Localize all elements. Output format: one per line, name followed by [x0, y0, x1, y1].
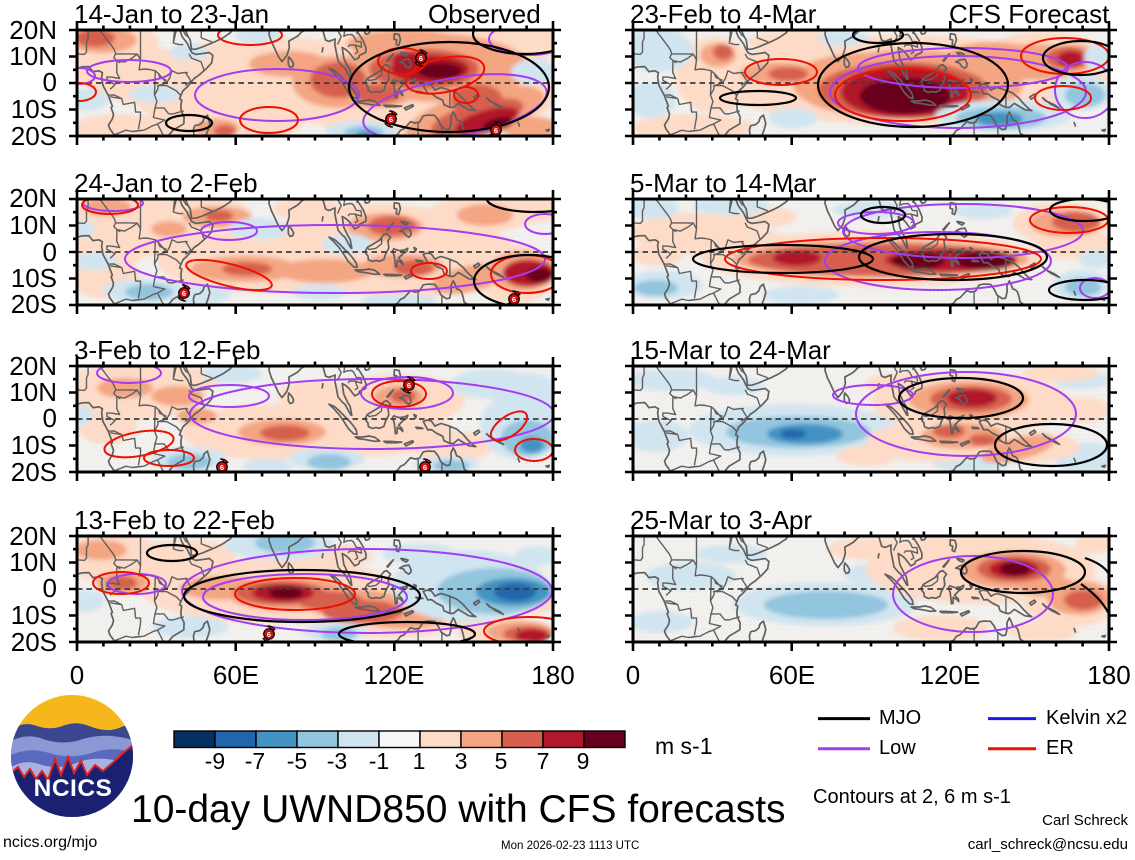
svg-text:6: 6	[407, 381, 411, 390]
svg-text:6: 6	[512, 295, 516, 304]
svg-text:6: 6	[494, 126, 498, 135]
svg-text:6: 6	[267, 630, 271, 639]
svg-text:6: 6	[220, 463, 224, 472]
svg-text:NCICS: NCICS	[34, 775, 113, 802]
svg-text:6: 6	[389, 115, 393, 124]
svg-text:6: 6	[182, 289, 186, 298]
svg-text:6: 6	[419, 54, 423, 63]
svg-text:6: 6	[423, 463, 427, 472]
